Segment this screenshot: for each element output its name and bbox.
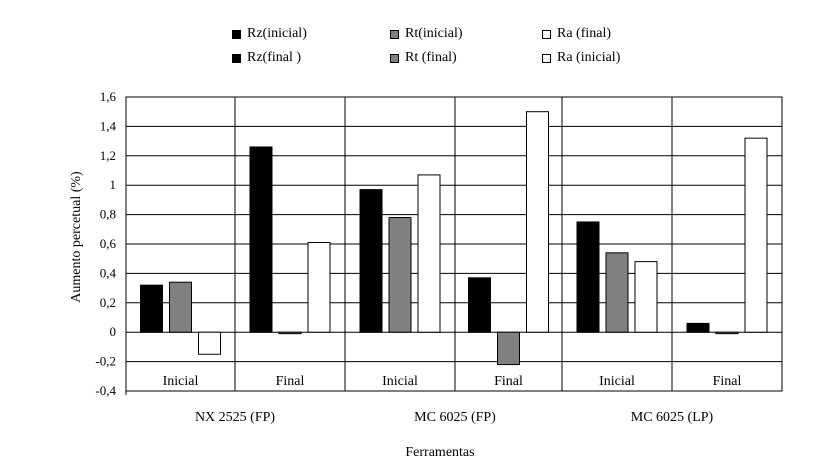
bar-rz-final-2 [249,146,273,333]
y-tick-label: 0,2 [100,295,116,310]
legend-swatch [232,53,241,63]
legend-label: Ra (inicial) [557,50,621,65]
y-tick-label: 0,6 [100,236,117,251]
y-tick-label: 0 [110,324,117,339]
bars [140,111,768,366]
legend-swatch [390,29,399,39]
legend-item: Rz(final ) [232,50,301,66]
legend-label: Rt(inicial) [405,26,463,41]
bar-rt-final-2 [278,331,302,335]
y-axis-label: Aumento percetual (%) [69,171,84,303]
bar-ra-final-5 [634,261,658,333]
category-label: Final [713,374,742,389]
bar-rz-inicial-1 [140,284,163,333]
y-tick-label: 0,8 [100,207,116,222]
category-labels: Inicial Final Inicial Final Inicial Final [163,374,742,389]
bar-ra-inicial-4 [526,111,549,333]
y-tick-label: 0,4 [100,265,117,280]
legend-item: Rt(inicial) [390,26,463,42]
bar-rt-inicial-5 [605,252,629,333]
y-tick-label: -0,2 [95,354,116,369]
tool-label: MC 6025 (FP) [414,410,496,425]
legend-label: Rz(final ) [247,50,302,65]
category-label: Inicial [382,374,418,389]
legend-label: Rt (final) [405,50,457,65]
legend-label: Ra (final) [557,26,612,41]
tool-label: MC 6025 (LP) [631,410,714,425]
legend-swatch [390,53,399,63]
bar-ra-inicial-6 [744,137,768,333]
x-axis-label: Ferramentas [405,445,474,460]
legend-label: Rz(inicial) [247,26,307,41]
bar-ra-final-3 [417,174,441,333]
y-tick-label: 1 [110,177,117,192]
tool-label: NX 2525 (FP) [195,410,275,425]
legend-swatch [232,29,241,39]
plot-frame [125,96,783,395]
gridlines [126,96,782,392]
legend-item: Ra (final) [542,26,611,42]
bar-rt-final-4 [497,331,520,366]
legend-swatch [542,29,551,39]
y-tick-label: -0,4 [95,383,116,398]
y-tick-label: 1,6 [100,89,117,104]
category-label: Inicial [163,374,199,389]
legend-item: Ra (inicial) [542,50,620,66]
bar-rz-inicial-3 [359,189,383,333]
bar-ra-inicial-2 [307,242,331,333]
legend-item: Rt (final) [390,50,457,66]
y-tick-labels: 1,6 1,4 1,2 1 0,8 0,6 0,4 0,2 0 -0,2 -0,4 [95,89,116,398]
plot-border [125,96,783,392]
bar-ra-final-1 [198,331,221,355]
category-label: Inicial [599,374,635,389]
bar-rt-inicial-1 [169,281,192,333]
y-tick-label: 1,2 [100,148,116,163]
category-label: Final [276,374,305,389]
legend: Rz(inicial) Rt(inicial) Ra (final) Rz(final… [232,26,672,74]
category-label: Final [494,374,523,389]
bar-rz-final-4 [468,277,491,333]
y-tick-label: 1,4 [100,118,117,133]
bar-rt-final-6 [715,331,739,335]
tool-labels: NX 2525 (FP) MC 6025 (FP) MC 6025 (LP) [195,410,714,425]
bar-rt-inicial-3 [388,217,412,333]
bar-rz-inicial-5 [576,221,600,333]
bar-rz-final-6 [686,322,710,333]
legend-item: Rz(inicial) [232,26,307,42]
legend-swatch [542,53,551,63]
